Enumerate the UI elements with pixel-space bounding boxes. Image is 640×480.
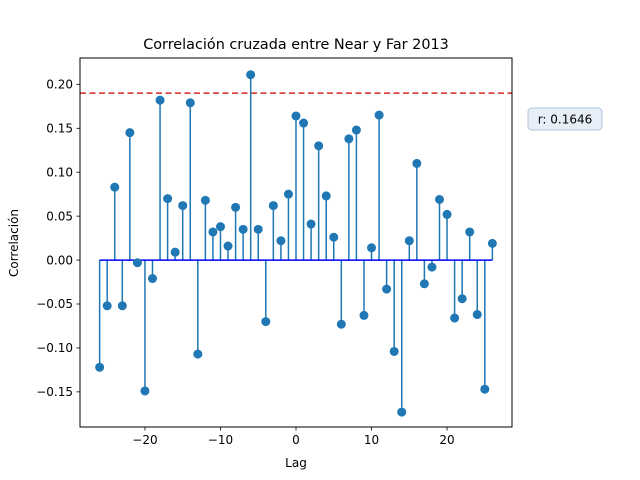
stem-marker [155,95,165,105]
stem-marker [487,238,497,248]
y-axis-title: Correlación [7,209,21,277]
stem-marker [223,241,233,251]
stem-marker [276,236,286,246]
stem-marker [306,219,316,229]
x-tick-label: 10 [364,433,379,447]
stem-marker [261,317,271,327]
stem-marker [95,362,105,372]
stem-marker [110,182,120,192]
y-tick-label: 0.20 [46,78,73,92]
plot-area [80,70,512,417]
y-tick-label: −0.15 [36,385,73,399]
stem-marker [457,294,467,304]
stem-marker [427,262,437,272]
stem-marker [268,201,278,211]
stem-marker [442,209,452,219]
stem-marker [238,224,248,234]
stem-marker [102,301,112,311]
stem-marker [291,111,301,121]
stem-marker [412,158,422,168]
annotation-text: r: 0.1646 [538,113,593,127]
stem-marker [140,386,150,396]
r-annotation: r: 0.1646 [527,107,603,131]
stem-marker [359,310,369,320]
x-tick-label: 0 [292,433,300,447]
stem-marker [185,98,195,108]
stem-marker [450,313,460,323]
stem-marker [314,141,324,151]
stem-marker [208,227,218,237]
stem-marker [299,118,309,128]
axis-ticks: −20 −10 0 10 20 −0.15 −0.10 −0.05 0.00 0.05 0.10 0.… [36,78,454,447]
stem-marker [170,247,180,257]
stem-marker [117,301,127,311]
stem-marker [434,194,444,204]
stem-marker [200,195,210,205]
stem-marker [246,70,256,80]
stem-marker [193,349,203,359]
stem-marker [132,258,142,268]
stem-marker [480,384,490,394]
y-tick-label: −0.10 [36,341,73,355]
stem-marker [397,407,407,417]
stem-marker [472,310,482,320]
x-axis-title: Lag [285,456,307,470]
y-tick-label: −0.05 [36,297,73,311]
stem-marker [367,243,377,253]
stem-marker [404,236,414,246]
stem-marker [321,191,331,201]
stem-marker [148,274,158,284]
x-tick-label: −20 [132,433,157,447]
annotation-box [527,107,603,131]
stem-marker [329,232,339,242]
stem-marker [178,201,188,211]
chart-title: Correlación cruzada entre Near y Far 201… [143,37,449,53]
stem-marker [344,134,354,144]
y-tick-label: 0.05 [46,209,73,223]
y-tick-label: 0.00 [46,253,73,267]
stem-marker [351,125,361,135]
y-tick-label: 0.15 [46,121,73,135]
stem-marker [231,202,241,212]
stem-marker [283,189,293,199]
y-tick-label: 0.10 [46,165,73,179]
stem-marker [419,279,429,289]
x-tick-label: −10 [208,433,233,447]
stem-marker [389,346,399,356]
stem-marker [163,194,173,204]
stem-marker [125,128,135,138]
stem-marker [336,319,346,329]
stem-marker [374,110,384,120]
stem-marker [215,222,225,232]
stem-marker [382,284,392,294]
stem-marker [465,227,475,237]
stem-marker [253,224,263,234]
x-tick-label: 20 [439,433,454,447]
